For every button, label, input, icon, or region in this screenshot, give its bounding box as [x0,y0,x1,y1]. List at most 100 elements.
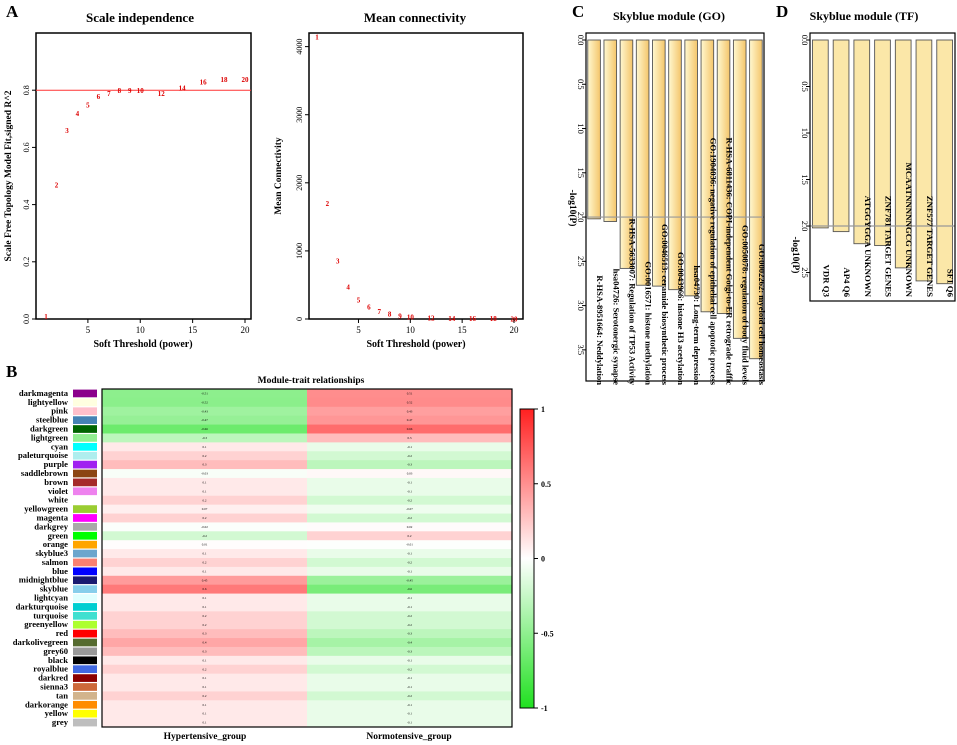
heatmap-cell [307,531,513,541]
module-color-swatch [73,611,97,620]
data-point-label: 1 [44,313,48,321]
module-name-label: lightgreen [31,432,68,442]
heatmap-cell [102,584,308,595]
heatmap-cell-value: 0.3 [203,632,207,636]
y-tick-label: 0.5 [800,81,810,92]
heatmap-cell [307,406,513,417]
data-point-label: 6 [97,93,101,101]
heatmap-cell-value: -0.1 [407,489,412,493]
module-name-label: grey [52,717,69,727]
heatmap-cell [102,682,308,692]
bar [915,39,933,282]
a1-y-tick-label: 0.0 [22,314,31,324]
module-name-label: darkgreen [30,424,68,434]
module-color-swatch [73,416,97,424]
heatmap-cell [102,406,308,417]
heatmap-cell [307,664,513,675]
heatmap-cell [307,424,513,434]
module-color-swatch [73,594,97,602]
legend-tick-label: -1 [541,704,548,713]
mean-connectivity-ylabel: Mean Connectivity [274,137,284,215]
heatmap-cell [307,593,513,603]
category-label: SF1 Q6 [946,269,956,298]
heatmap-cell [102,620,308,630]
a1-x-tick-label: 20 [241,325,251,335]
heatmap-cell-value: -0.1 [407,703,412,707]
module-color-swatch [73,451,97,460]
module-color-swatch [73,496,97,505]
a2-x-tick-label: 15 [458,325,468,335]
y-tick-label: 1.0 [576,123,586,134]
heatmap-cell [102,451,308,461]
heatmap-cell-value: 0.2 [203,623,207,627]
bar [936,39,953,285]
heatmap-cell [307,602,513,612]
module-color-swatch [73,389,97,398]
heatmap-title: Module-trait relationships [258,376,365,386]
heatmap-cell-value: -0.01 [406,543,413,547]
category-label: R-HSA-5633007: Regulation of TP53 Activi… [627,219,637,386]
y-tick-label: 3.5 [576,345,586,356]
heatmap-cell-value: 0.03 [407,472,413,476]
data-point-label: 12 [158,90,166,98]
a1-x-tick-label: 15 [188,325,198,335]
heatmap-cell-value: 0.1 [203,721,207,725]
y-tick-label: 3.0 [576,300,586,311]
bar [684,39,698,297]
scale-independence-frame [35,32,252,320]
heatmap-cell [102,700,308,710]
heatmap-frame [101,388,513,728]
heatmap-cell-value: -0.1 [407,605,412,609]
heatmap-cell-value: 0.1 [203,445,207,449]
data-point-label: 9 [398,312,402,320]
bar [652,39,666,287]
module-color-swatch [73,549,97,558]
a1-y-tick-label: 0.6 [22,142,31,152]
category-label: hsa04726: Serotonergic synapse [611,269,621,386]
module-name-label: midnightblue [19,575,68,585]
y-tick-label: 1.5 [800,174,810,185]
heatmap-cell [307,682,513,692]
heatmap-cell [307,460,513,470]
module-name-label: red [56,628,68,638]
go-chart-frame [585,32,765,382]
module-color-swatch [73,398,97,407]
heatmap-cell-value: -0.2 [407,561,412,565]
module-name-label: saddlebrown [21,468,68,478]
heatmap-column-label-normotensive: Normotensive_group [366,732,451,742]
data-point-label: 14 [448,315,456,323]
heatmap-cell-value: -0.4 [407,641,412,645]
scale-independence-ylabel: Scale Free Topology Model Fit,signed R^2 [4,90,14,261]
heatmap-cell-value: -0.1 [407,712,412,716]
bar [853,39,871,245]
heatmap-cell [307,486,513,497]
heatmap-cell [102,638,308,648]
module-name-label: darkturquoise [16,601,69,611]
tf-chart-ylabel: -log10(P) [790,237,801,274]
module-color-swatch [73,540,97,549]
category-label: R-HSA-6811436: COPI-independent Golgi-to… [725,138,735,386]
module-color-swatch [73,442,97,451]
module-name-label: tan [56,690,68,700]
a1-y-tick-label: 0.4 [22,200,31,210]
module-name-label: paleturquoise [18,450,68,460]
module-name-label: lightyellow [28,397,69,407]
module-name-label: sienna3 [40,681,68,691]
heatmap-cell-value: -0.2 [202,534,207,538]
y-tick-label: 2.0 [800,221,810,232]
bar [587,39,601,220]
scale-independence-title: Scale independence [86,10,194,25]
module-color-swatch [73,603,97,611]
category-label: R-HSA-8951664: Neddylation [595,275,605,385]
heatmap-cell-value: -0.1 [407,552,412,556]
heatmap-cell-value: 0.2 [408,534,412,538]
heatmap-cell-value: 0.6 [203,587,207,591]
heatmap-cell [102,566,308,577]
category-label: GO:0046513: ceramide biosynthetic proces… [660,224,670,386]
heatmap-cell-value: -0.2 [407,623,412,627]
heatmap-cell-value: -0.2 [407,614,412,618]
heatmap-cell [307,549,513,559]
heatmap-cell [102,629,308,639]
module-color-swatch [73,469,97,478]
